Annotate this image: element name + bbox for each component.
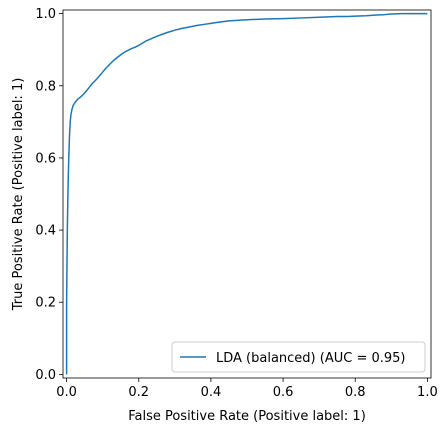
roc-curve-line bbox=[65, 12, 428, 375]
legend-entry-label: LDA (balanced) (AUC = 0.95) bbox=[216, 351, 406, 366]
x-axis-label: False Positive Rate (Positive label: 1) bbox=[128, 409, 366, 424]
x-tick-label: 0.8 bbox=[345, 385, 366, 400]
series-layer bbox=[65, 12, 428, 375]
x-tick-label: 0.2 bbox=[128, 385, 149, 400]
y-tick-label: 0.2 bbox=[35, 296, 56, 311]
legend: LDA (balanced) (AUC = 0.95) bbox=[171, 341, 426, 373]
x-tick-label: 0.0 bbox=[56, 385, 77, 400]
y-axis-label: True Positive Rate (Positive label: 1) bbox=[11, 78, 26, 312]
y-tick-label: 0.0 bbox=[35, 368, 56, 383]
y-tick-label: 0.8 bbox=[35, 79, 56, 94]
legend-box bbox=[171, 341, 426, 373]
plot-frame bbox=[62, 9, 432, 379]
y-tick-label: 1.0 bbox=[35, 7, 56, 22]
x-tick-label: 1.0 bbox=[417, 385, 438, 400]
x-tick-label: 0.6 bbox=[273, 385, 294, 400]
y-tick-label: 0.4 bbox=[35, 224, 56, 239]
y-tick-label: 0.6 bbox=[35, 151, 56, 166]
tick-layer: 0.0 0.2 0.4 0.6 0.8 1.0 0.0 0.2 0.4 0.6 0.8 1.0 bbox=[35, 7, 437, 400]
x-tick-label: 0.4 bbox=[201, 385, 222, 400]
